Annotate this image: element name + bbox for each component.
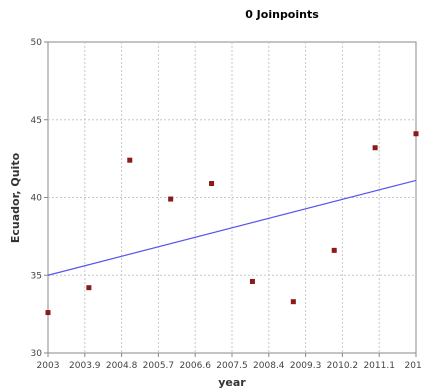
data-point: [168, 196, 174, 202]
axis-ticks: [44, 41, 417, 357]
x-tick-label: 2004.8: [106, 361, 138, 371]
data-point: [86, 285, 92, 291]
grid-lines: [48, 42, 416, 353]
x-tick-label: 2003: [37, 361, 60, 371]
x-tick-label: 2007.5: [216, 361, 248, 371]
y-tick-label: 35: [31, 271, 42, 281]
trend-line: [47, 179, 417, 276]
data-point: [45, 310, 51, 316]
data-point: [290, 299, 296, 305]
data-point: [413, 131, 419, 137]
chart-title: 0 Joinpoints: [245, 8, 319, 21]
y-tick-label: 50: [31, 38, 43, 48]
y-tick-label: 30: [31, 349, 43, 359]
data-point: [249, 278, 255, 284]
x-tick-label: 2010.2: [327, 361, 359, 371]
x-tick-label: 2006.6: [179, 361, 211, 371]
x-tick-label: 2008.4: [253, 361, 285, 371]
data-point: [127, 157, 133, 163]
x-tick-label: 2009.3: [290, 361, 322, 371]
series-layer: [45, 131, 419, 316]
data-point: [331, 247, 337, 253]
data-point: [209, 181, 215, 187]
x-tick-label: 2003.9: [69, 361, 101, 371]
x-tick-label: 2011.1: [363, 361, 395, 371]
data-point: [372, 145, 378, 151]
y-tick-label: 40: [31, 194, 43, 204]
y-tick-label: 45: [31, 116, 42, 126]
y-axis-label: Ecuador, Quito: [9, 152, 22, 243]
x-axis-tick-labels: 2003 2003.9 2004.8 2005.7 2006.6 2007.5 2008.4…: [37, 361, 422, 371]
x-tick-label: 2005.7: [143, 361, 175, 371]
x-axis-label: year: [218, 376, 246, 389]
x-tick-label: 2012: [405, 361, 422, 371]
y-axis-tick-labels: 30 35 40 45 50: [31, 38, 43, 359]
